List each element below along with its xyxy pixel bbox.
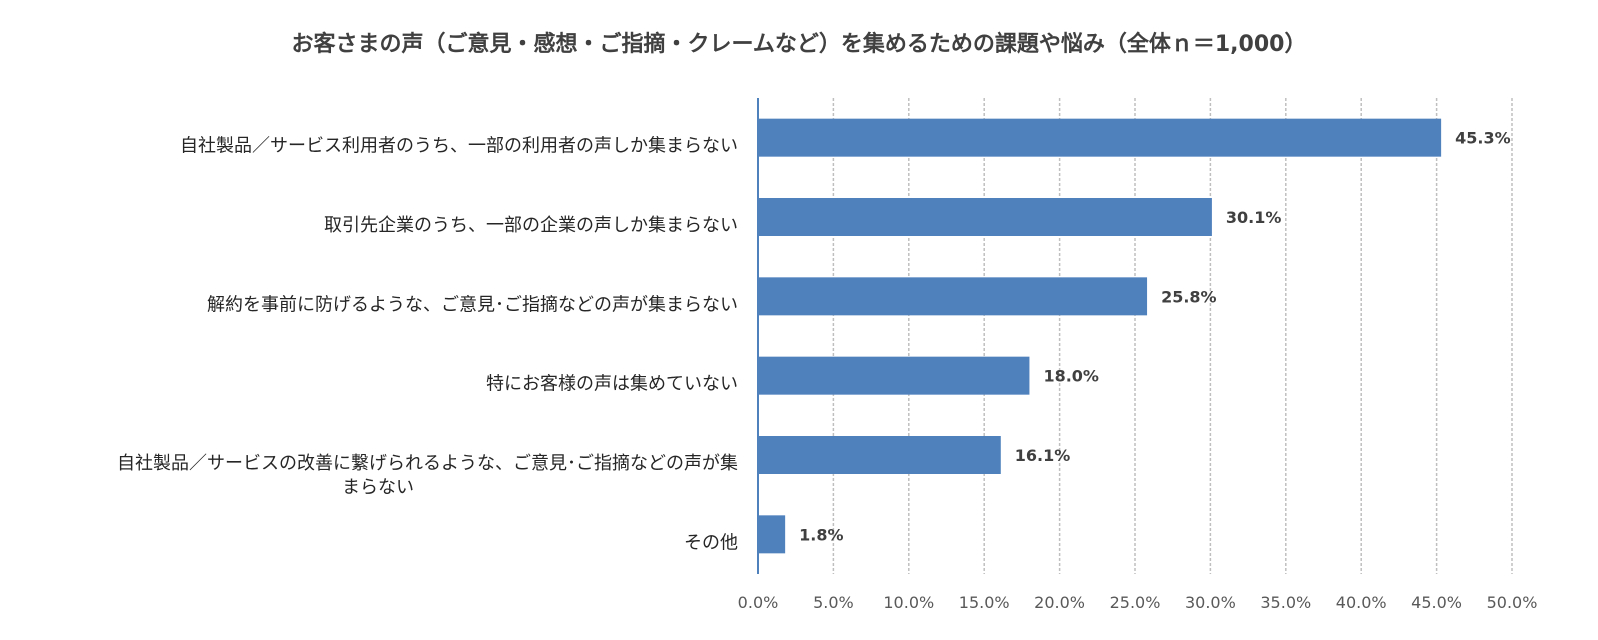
x-tick-label: 15.0% bbox=[959, 593, 1010, 612]
data-label: 1.8% bbox=[799, 525, 843, 544]
bar bbox=[758, 515, 786, 554]
category-label: 自社製品／サービスの改善に繋げられるような、ご意見･ご指摘などの声が集 bbox=[117, 453, 738, 474]
data-label: 16.1% bbox=[1015, 446, 1071, 465]
x-tick-label: 20.0% bbox=[1034, 593, 1085, 612]
x-tick-label: 5.0% bbox=[813, 593, 854, 612]
category-label: 解約を事前に防げるような、ご意見･ご指摘などの声が集まらない bbox=[207, 294, 738, 315]
x-tick-label: 25.0% bbox=[1110, 593, 1161, 612]
category-label: まらない bbox=[342, 477, 414, 498]
data-label: 25.8% bbox=[1161, 287, 1217, 306]
x-tick-label: 40.0% bbox=[1336, 593, 1387, 612]
chart-title: お客さまの声（ご意見・感想・ご指摘・クレームなど）を集めるための課題や悩み（全体… bbox=[291, 32, 1307, 57]
data-label: 45.3% bbox=[1455, 129, 1511, 148]
category-label: その他 bbox=[684, 532, 738, 553]
bar bbox=[758, 118, 1442, 157]
x-tick-label: 35.0% bbox=[1260, 593, 1311, 612]
category-label: 自社製品／サービス利用者のうち、一部の利用者の声しか集まらない bbox=[180, 136, 738, 157]
category-label: 取引先企業のうち、一部の企業の声しか集まらない bbox=[324, 215, 738, 236]
bar bbox=[758, 356, 1030, 395]
x-tick-label: 10.0% bbox=[883, 593, 934, 612]
category-label: 特にお客様の声は集めていない bbox=[486, 374, 738, 395]
x-tick-label: 50.0% bbox=[1487, 593, 1538, 612]
x-tick-label: 45.0% bbox=[1411, 593, 1462, 612]
x-tick-label: 30.0% bbox=[1185, 593, 1236, 612]
bar bbox=[758, 277, 1148, 316]
data-label: 18.0% bbox=[1043, 367, 1099, 386]
bar bbox=[758, 436, 1001, 474]
x-tick-label: 0.0% bbox=[738, 593, 779, 612]
bar bbox=[758, 198, 1212, 236]
data-label: 30.1% bbox=[1226, 208, 1282, 227]
